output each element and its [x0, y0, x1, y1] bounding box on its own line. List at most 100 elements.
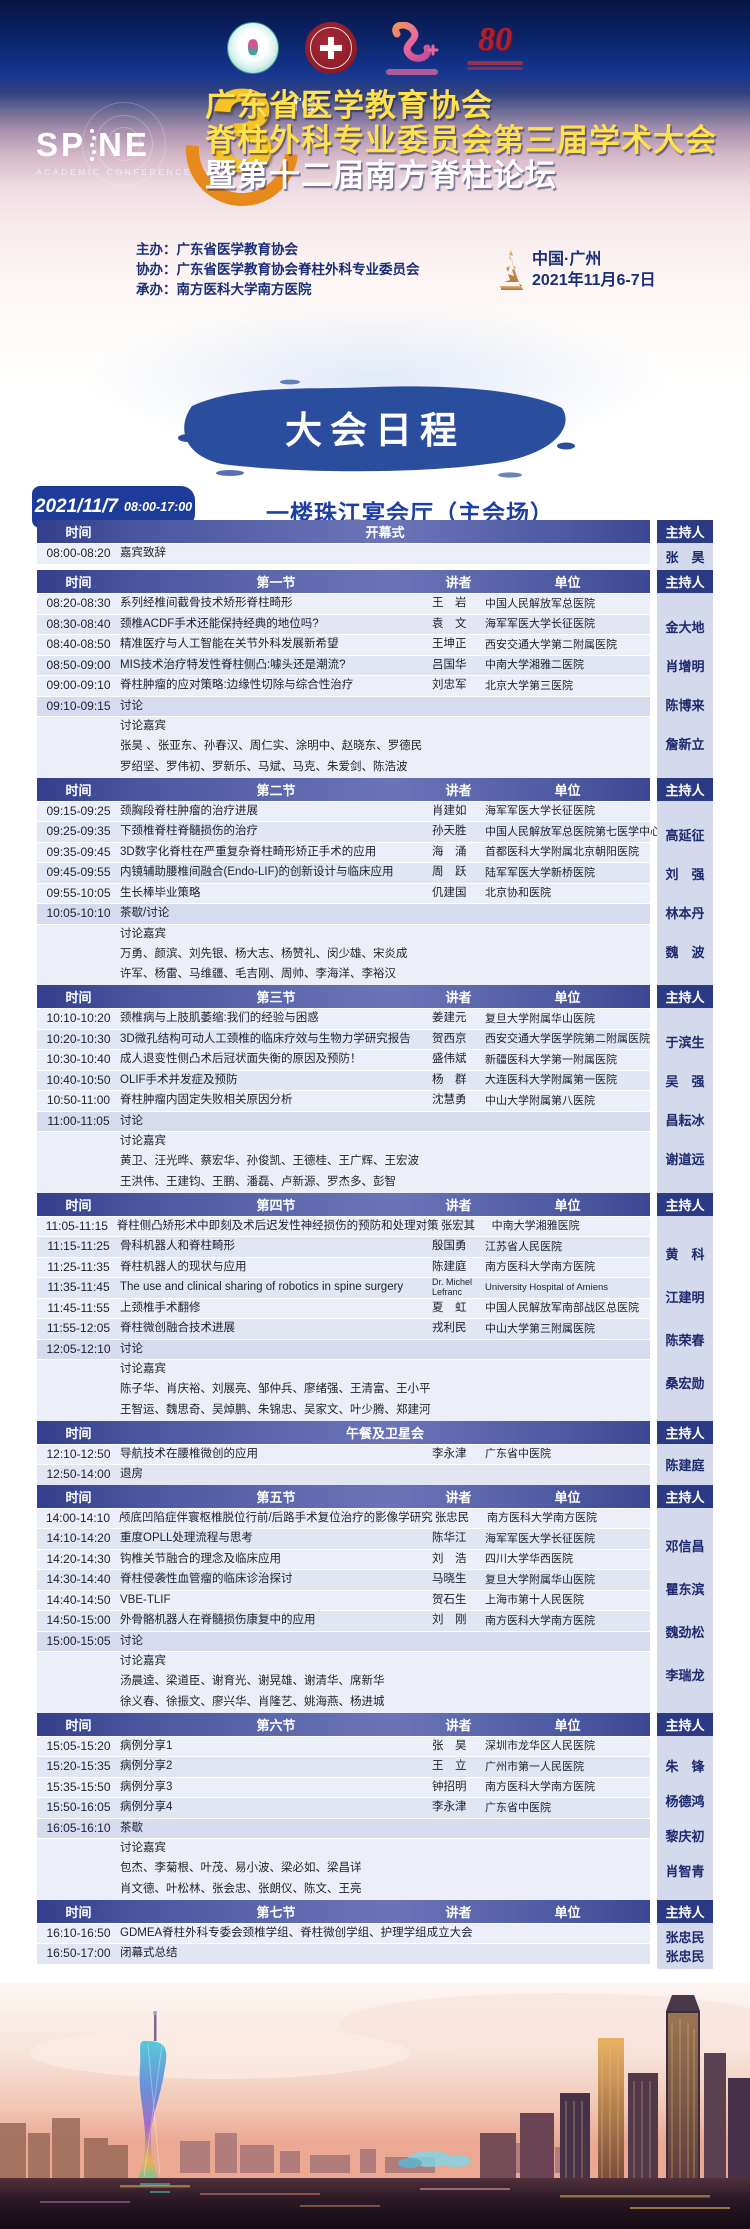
- column-header-moderator: 主持人: [657, 1484, 713, 1508]
- row-time: 16:10-16:50: [46, 1925, 111, 1940]
- section-header: 时间 第三节 讲者 单位: [37, 985, 650, 1008]
- row-time: 15:35-15:50: [46, 1779, 111, 1794]
- row-speaker: 杨 群: [432, 1073, 467, 1086]
- host-value: 广东省医学教育协会: [176, 242, 299, 257]
- row-time: 10:05-10:10: [46, 906, 111, 921]
- schedule-row: 09:55-10:05 生长棒毕业策略 仉建国 北京协和医院: [37, 882, 650, 903]
- hospital-cross-icon: [305, 22, 357, 74]
- schedule-row: 09:45-09:55 内镜辅助腰椎间融合(Endo-LIF)的创新设计与临床应用…: [37, 862, 650, 883]
- section-header: 时间 第二节 讲者 单位: [37, 777, 650, 801]
- schedule-row: 09:35-09:45 3D数字化脊柱在严重复杂脊柱畸形矫正手术的应用 海 涌 首都医…: [37, 841, 650, 862]
- moderator-column: 主持人黄 科江建明 陈荣春 桑宏勋: [657, 1192, 713, 1421]
- edition-suffix: rd: [292, 90, 316, 117]
- schedule-row: 15:05-15:20 病例分享1 张 昊 深圳市龙华区人民医院: [37, 1735, 650, 1756]
- row-speaker: 刘忠军: [432, 679, 467, 692]
- schedule-row: 讨论嘉宾: [37, 1359, 650, 1380]
- row-org: 首都医科大学附属北京朝阳医院: [485, 846, 639, 859]
- row-speaker: 王坤正: [432, 638, 467, 651]
- agenda-banner: 大会日程: [170, 376, 580, 480]
- schedule-row: 罗绍坚、罗伟初、罗新乐、马斌、马克、朱爱剑、陈浩波: [37, 757, 650, 778]
- row-time: 09:55-10:05: [46, 885, 111, 900]
- row-speaker: 周 跃: [432, 866, 467, 879]
- row-topic: 脊柱侵袭性血管瘤的临床诊治探讨: [120, 1573, 293, 1586]
- edition-number: 3: [210, 65, 276, 197]
- moderator-name: 黎庆初: [665, 1828, 705, 1844]
- location-block: 中国·广州 2021年11月6-7日: [498, 248, 656, 292]
- undertaker-value: 南方医科大学南方医院: [176, 282, 312, 297]
- session-time-range: 08:00-17:00: [124, 500, 193, 514]
- schedule-row: 09:10-09:15 讨论: [37, 695, 650, 716]
- row-time: 16:50-17:00: [46, 1946, 111, 1961]
- moderator-name: 黄 科: [665, 1246, 705, 1262]
- column-header-time: 时间: [65, 1425, 92, 1441]
- row-topic: GDMEA脊柱外科专委会颈椎学组、脊柱微创学组、护理学组成立大会: [120, 1926, 473, 1939]
- moderator-name: 魏劲松: [665, 1625, 705, 1641]
- moderator-name: 金大地: [665, 620, 705, 636]
- schedule-row: 15:00-15:05 讨论: [37, 1630, 650, 1651]
- row-topic: 导航技术在腰椎微创的应用: [120, 1447, 258, 1460]
- schedule-section-3: 时间 第二节 讲者 单位 09:15-09:25 颈胸段脊柱肿瘤的治疗进展 肖建如 海军军医大…: [37, 777, 713, 985]
- column-header-org: 单位: [554, 1489, 581, 1505]
- row-time: 14:20-14:30: [46, 1551, 111, 1566]
- schedule-row: 16:50-17:00 闭幕式总结: [37, 1943, 650, 1964]
- schedule-row: 万勇、颜滨、刘先银、杨大志、杨赞礼、闵少雄、宋炎成: [37, 944, 650, 965]
- moderator-name: 于滨生: [665, 1035, 705, 1051]
- row-time: 09:15-09:25: [46, 803, 111, 818]
- row-org: 广东省中医院: [485, 1801, 551, 1814]
- moderator-name: 江建明: [665, 1289, 705, 1305]
- row-time: 14:30-14:40: [46, 1572, 111, 1587]
- column-header-time: 时间: [65, 1197, 92, 1213]
- row-org: 北京大学第三医院: [485, 679, 573, 692]
- row-time: 11:35-11:45: [47, 1280, 110, 1295]
- row-time: 09:25-09:35: [46, 824, 111, 839]
- row-speaker: 吕国华: [432, 658, 467, 671]
- row-topic: 许军、杨雷、马维疆、毛吉刚、周帅、李海洋、李裕汉: [120, 968, 396, 981]
- row-topic: 茶歇: [120, 1821, 143, 1834]
- row-speaker: 贺西京: [432, 1032, 467, 1045]
- row-org: 复旦大学附属华山医院: [485, 1573, 595, 1586]
- column-header-moderator: 主持人: [657, 1899, 713, 1923]
- row-topic: 颈椎ACDF手术还能保持经典的地位吗?: [120, 617, 319, 630]
- row-time: 12:10-12:50: [46, 1446, 111, 1461]
- row-speaker: 钟招明: [432, 1780, 467, 1793]
- anniversary-caption-bars: [467, 61, 523, 71]
- row-org: 大连医科大学附属第一医院: [485, 1074, 617, 1087]
- row-topic: 讨论嘉宾: [120, 1842, 166, 1855]
- column-header-speaker: 讲者: [445, 1717, 472, 1733]
- row-speaker: 戎利民: [432, 1322, 467, 1335]
- title-line-2: 脊柱外科专业委员会第三届学术大会: [205, 123, 717, 158]
- moderator-name: 杨德鸿: [665, 1793, 705, 1809]
- row-topic: 讨论: [120, 1114, 143, 1127]
- row-time: 11:45-11:55: [47, 1300, 110, 1315]
- row-time: 15:00-15:05: [46, 1633, 111, 1648]
- row-speaker: 张宏其: [440, 1219, 476, 1232]
- row-speaker: 夏 虹: [432, 1301, 467, 1314]
- row-org: 中国人民解放军总医院第七医学中心: [485, 825, 661, 838]
- section-header: 时间 第七节 讲者 单位: [37, 1899, 650, 1923]
- row-topic: 病例分享2: [120, 1760, 173, 1773]
- spine-conference-logo: SP NE ACADEMIC CONFERENCE: [36, 102, 190, 186]
- section-main: 时间 第五节 讲者 单位 14:00-14:10 颅底凹陷症伴寰枢椎脱位行前/后路手术复位…: [37, 1484, 650, 1713]
- schedule-row: 11:15-11:25 骨科机器人和脊柱畸形 殷国勇 江苏省人民医院: [37, 1236, 650, 1257]
- moderator-list: 张 昊: [657, 543, 713, 570]
- row-org: 四川大学华西医院: [485, 1553, 573, 1566]
- row-org: 江苏省人民医院: [485, 1240, 562, 1253]
- row-time: 10:50-11:00: [46, 1093, 111, 1108]
- schedule-row: 讨论嘉宾: [37, 923, 650, 944]
- row-org: 复旦大学附属华山医院: [485, 1012, 595, 1025]
- anniversary-80-text: 80: [478, 21, 512, 58]
- section-main: 时间 第三节 讲者 单位 10:10-10:20 颈椎病与上肢肌萎缩:我们的经验与困惑 姜建…: [37, 985, 650, 1193]
- moderator-column: 主持人 张忠民 张忠民: [657, 1899, 713, 1969]
- row-org: 西安交通大学医学院第二附属医院: [485, 1033, 650, 1046]
- row-time: 11:00-11:05: [47, 1113, 110, 1128]
- row-topic: 黄卫、汪光晔、蔡宏华、孙俊凯、王德桂、王广辉、王宏波: [120, 1155, 419, 1168]
- spine-college-caption-bar: [386, 69, 438, 75]
- schedule-row: 14:50-15:00 外骨骼机器人在脊髓损伤康复中的应用 刘 刚 南方医科大学南方医…: [37, 1610, 650, 1631]
- row-time: 09:00-09:10: [46, 678, 111, 693]
- schedule-row: 12:05-12:10 讨论: [37, 1338, 650, 1359]
- row-time: 08:00-08:20: [46, 546, 111, 561]
- row-time: 08:20-08:30: [46, 596, 111, 611]
- column-header-moderator: 主持人: [657, 985, 713, 1008]
- moderator-name: 瞿东滨: [665, 1581, 705, 1597]
- schedule-row: 10:05-10:10 茶歇/讨论: [37, 903, 650, 924]
